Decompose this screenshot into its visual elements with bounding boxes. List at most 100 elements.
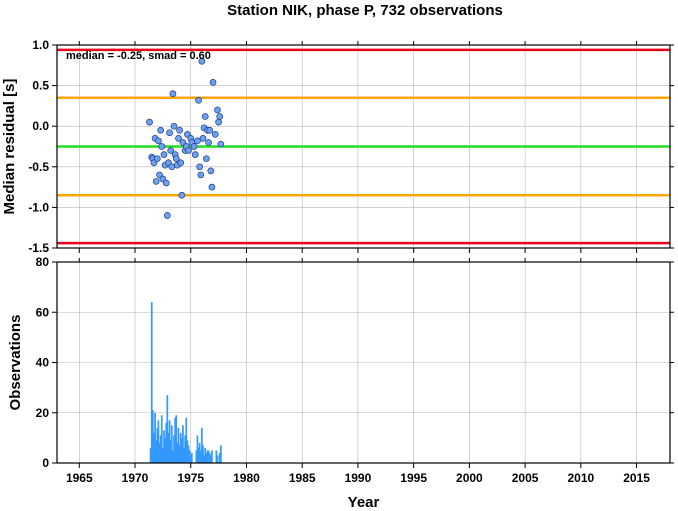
observation-bar (211, 450, 213, 463)
observation-bar (167, 432, 170, 463)
observation-bar (173, 435, 175, 463)
observation-bar (204, 447, 207, 463)
observation-bar (207, 450, 210, 463)
x-tick-label: 1995 (400, 471, 427, 485)
observation-bar (150, 302, 153, 463)
median-smad-annotation: median = -0.25, smad = 0.60 (66, 50, 211, 62)
observation-bar (149, 447, 152, 463)
observation-bar (187, 445, 190, 463)
residual-point (195, 96, 202, 104)
observation-bar (184, 435, 187, 463)
observation-bar (174, 417, 176, 463)
residual-point (199, 135, 207, 142)
observation-bar (189, 455, 192, 463)
observations-x-ticks: 1965 1970 1975 1980 1985 1990 1995 2000 2005 2010… (66, 258, 650, 485)
residual-point (177, 159, 185, 167)
y-tick-label: 40 (36, 356, 50, 370)
x-tick-label: 2010 (567, 471, 594, 485)
x-tick-label: 1965 (66, 471, 93, 485)
residual-point (166, 129, 173, 137)
observation-bar (203, 455, 205, 463)
residual-point (205, 139, 212, 146)
residual-point (157, 126, 165, 134)
observation-bar (186, 440, 189, 463)
residual-point (160, 151, 168, 158)
observation-bar (156, 427, 159, 463)
residual-point (146, 118, 153, 126)
y-tick-label: -1.0 (28, 200, 49, 214)
residual-point (191, 151, 199, 158)
observation-bar (216, 455, 219, 463)
y-tick-label: 60 (36, 305, 50, 319)
observation-bar (159, 435, 162, 463)
observation-bar (182, 425, 184, 463)
y-tick-label: 0 (42, 456, 49, 470)
x-tick-label: 2015 (623, 471, 650, 485)
x-tick-label: 1975 (177, 471, 204, 485)
x-tick-label: 1970 (122, 471, 149, 485)
observation-bar (205, 452, 208, 463)
y-tick-label: 20 (36, 406, 50, 420)
residual-point (215, 118, 222, 126)
residual-point (190, 143, 198, 150)
residual-point (202, 155, 210, 163)
residual-point (214, 106, 221, 114)
observation-bar (191, 452, 193, 463)
residual-y-axis-title: Median residual [s] (1, 79, 18, 215)
observation-bar (180, 437, 183, 463)
residual-point (198, 57, 206, 65)
residual-point (185, 147, 192, 154)
residual-point (170, 122, 178, 130)
residual-point (208, 183, 216, 191)
residual-point (175, 135, 182, 142)
reference-lines (57, 48, 670, 245)
y-tick-label: -0.5 (28, 160, 49, 174)
residual-point (211, 130, 219, 138)
observation-bar (170, 425, 173, 463)
x-tick-label: 2000 (456, 471, 483, 485)
observation-bar (198, 442, 201, 463)
observation-bar (163, 430, 165, 463)
chart-title: Station NIK, phase P, 732 observations (227, 2, 503, 19)
observation-bar (155, 440, 158, 463)
x-tick-label: 1980 (233, 471, 260, 485)
residual-point (167, 147, 175, 154)
observation-bar (166, 395, 169, 463)
year-x-axis-title: Year (348, 494, 380, 511)
observation-bar (152, 410, 154, 463)
x-tick-label: 1985 (289, 471, 316, 485)
observation-bar (154, 412, 156, 463)
observation-bar (183, 447, 185, 463)
residual-x-ticks (78, 41, 638, 253)
x-tick-label: 1990 (345, 471, 372, 485)
observation-bar (157, 420, 160, 463)
residual-point (169, 90, 177, 98)
residual-point (153, 155, 161, 163)
observation-bar (162, 447, 164, 463)
observations-panel: 0 20 40 60 80 1965 1970 1975 1980 1985 1990 1995 20… (7, 255, 674, 511)
observation-bar (185, 417, 188, 463)
observation-bar (195, 450, 198, 463)
observation-bar (219, 445, 222, 463)
observation-bar (188, 450, 191, 463)
observation-bar (178, 445, 181, 463)
observation-bar (197, 447, 200, 463)
observation-bar (175, 415, 178, 463)
residual-point (172, 155, 180, 163)
y-tick-label: 0.5 (32, 79, 49, 93)
residual-point (196, 163, 204, 171)
observations-y-ticks: 0 20 40 60 80 (36, 255, 674, 470)
observation-bar (202, 445, 204, 463)
observation-bar (206, 450, 209, 463)
observation-bar (165, 422, 168, 463)
residual-point (209, 79, 217, 86)
observations-y-axis-title: Observations (7, 315, 24, 411)
observation-bar (209, 455, 212, 463)
observation-bars (149, 302, 222, 463)
residual-panel: 1.0 0.5 0.0 -0.5 -1.0 -1.5 median = -0.25, sm… (1, 38, 674, 255)
observations-grid (57, 261, 670, 464)
observation-bar (169, 440, 172, 463)
residual-point (197, 171, 205, 179)
residual-points (146, 57, 225, 219)
